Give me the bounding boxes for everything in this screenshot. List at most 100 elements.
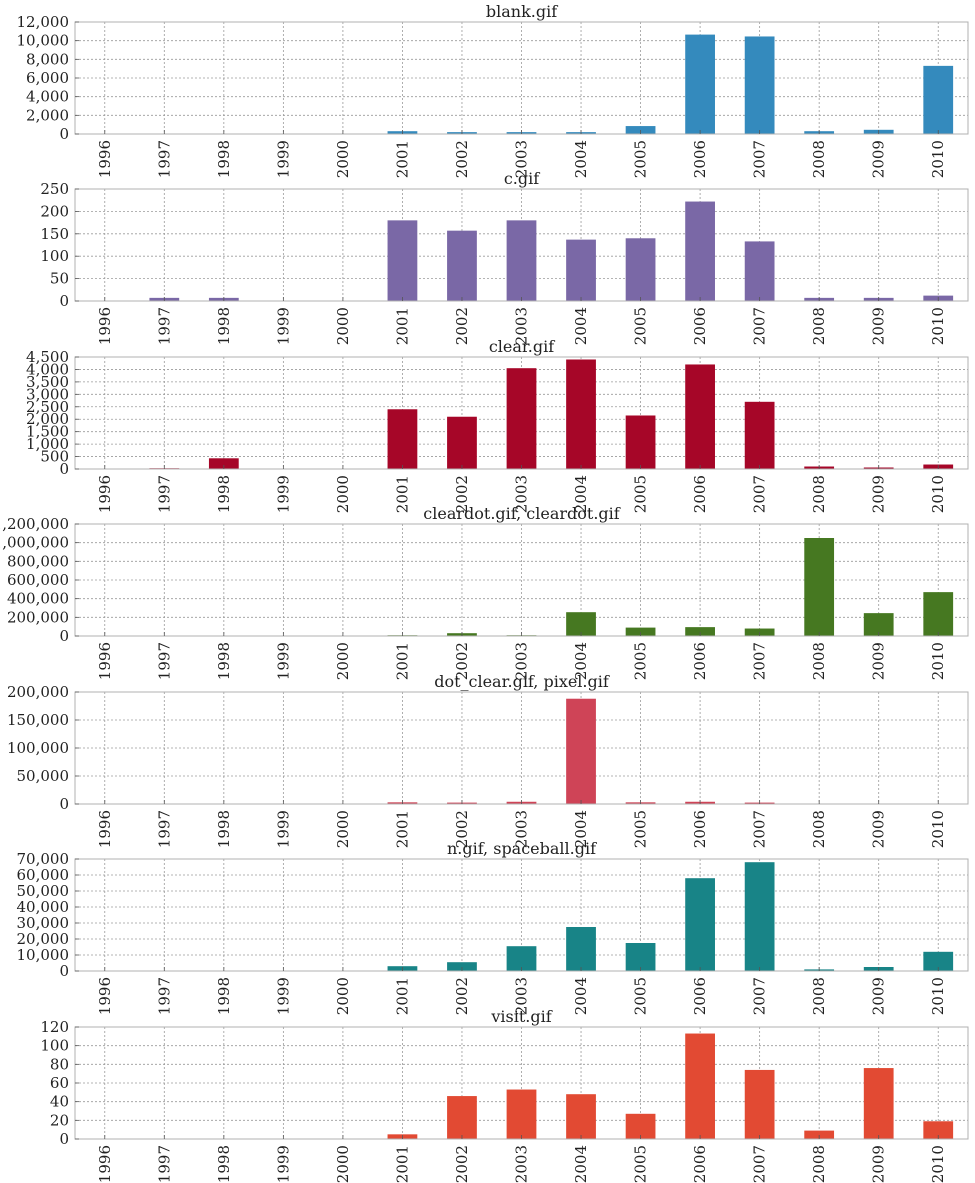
xtick-label: 2003 xyxy=(513,1145,531,1183)
xtick-label: 2010 xyxy=(929,475,947,513)
bar-2009 xyxy=(863,1068,894,1139)
bar-2002 xyxy=(447,416,477,469)
xtick-label: 2006 xyxy=(691,140,709,178)
xtick-label: 2002 xyxy=(453,977,471,1015)
xtick-label: 1996 xyxy=(96,1145,114,1183)
bar-2009 xyxy=(863,613,894,636)
chart-panel-3: 05001,0001,5002,0002,5003,0003,5004,0004… xyxy=(26,337,969,513)
xtick-label: 1997 xyxy=(155,642,173,680)
bar-2004 xyxy=(566,1094,596,1139)
chart-title: dot_clear.gif, pixel.gif xyxy=(434,672,610,691)
xtick-label: 1997 xyxy=(155,307,173,345)
xtick-label: 2000 xyxy=(334,977,352,1015)
xtick-label: 2004 xyxy=(572,140,590,178)
xtick-label: 2001 xyxy=(393,977,411,1015)
xtick-label: 2006 xyxy=(691,642,709,680)
chart-title: c.gif xyxy=(504,169,540,188)
xtick-label: 1996 xyxy=(96,642,114,680)
ytick-label: 20 xyxy=(50,1111,69,1129)
xtick-label: 1997 xyxy=(155,475,173,513)
ytick-label: 200,000 xyxy=(7,683,69,701)
bar-2003 xyxy=(506,368,537,469)
bar-2007 xyxy=(744,241,775,301)
ytick-label: 3,000 xyxy=(26,385,69,403)
ytick-label: 8,000 xyxy=(26,50,69,68)
xtick-label: 2001 xyxy=(393,810,411,848)
ytick-label: 100 xyxy=(40,247,69,265)
chart-panel-5: 0 50,000 100,000 150,000 200,000 1996 1997 1998… xyxy=(7,672,969,848)
xtick-label: 2009 xyxy=(870,307,888,345)
xtick-label: 2001 xyxy=(393,475,411,513)
xtick-label: 2008 xyxy=(810,642,828,680)
bar-2004 xyxy=(566,698,596,804)
xtick-label: 2002 xyxy=(453,810,471,848)
xtick-label: 1996 xyxy=(96,810,114,848)
xtick-label: 1998 xyxy=(215,977,233,1015)
bar-2005 xyxy=(625,943,656,971)
bar-2001 xyxy=(387,409,418,469)
xtick-label: 1996 xyxy=(96,307,114,345)
bar-2004 xyxy=(566,239,596,301)
bar-2006 xyxy=(685,878,715,971)
bar-2006 xyxy=(685,364,715,469)
ytick-label: 200 xyxy=(40,202,69,220)
bar-2007 xyxy=(744,36,775,134)
bar-2005 xyxy=(625,1113,656,1139)
xtick-label: 1999 xyxy=(274,977,292,1015)
xtick-label: 2010 xyxy=(929,140,947,178)
xtick-label: 2006 xyxy=(691,1145,709,1183)
xtick-label: 2009 xyxy=(870,140,888,178)
chart-title: blank.gif xyxy=(486,2,558,21)
xtick-label: 2008 xyxy=(810,810,828,848)
ytick-label: 12,000 xyxy=(17,13,70,31)
ytick-label: 100 xyxy=(40,1037,69,1055)
xtick-label: 2005 xyxy=(632,140,650,178)
bar-2002 xyxy=(447,1096,477,1139)
ytick-label: 400,000 xyxy=(7,590,69,608)
bar-2007 xyxy=(744,1069,775,1139)
xtick-label: 2003 xyxy=(513,642,531,680)
bar-2010 xyxy=(923,592,954,636)
chart-title: n.gif, spaceball.gif xyxy=(447,839,597,858)
xtick-label: 1997 xyxy=(155,810,173,848)
ytick-label: 10,000 xyxy=(17,946,70,964)
xtick-label: 1996 xyxy=(96,140,114,178)
bar-2006 xyxy=(685,1033,715,1139)
xtick-label: 2006 xyxy=(691,475,709,513)
xtick-label: 2001 xyxy=(393,642,411,680)
bar-1998 xyxy=(208,458,239,469)
xtick-label: 2000 xyxy=(334,642,352,680)
ytick-label: 50,000 xyxy=(17,882,70,900)
xtick-label: 2008 xyxy=(810,140,828,178)
ytick-label: 600,000 xyxy=(7,571,69,589)
ytick-label: 100,000 xyxy=(7,739,69,757)
xtick-label: 1998 xyxy=(215,642,233,680)
xtick-label: 2006 xyxy=(691,977,709,1015)
xtick-label: 1998 xyxy=(215,810,233,848)
bar-2007 xyxy=(744,862,775,971)
xtick-label: 1998 xyxy=(215,140,233,178)
bar-2006 xyxy=(685,627,715,636)
xtick-label: 2005 xyxy=(632,475,650,513)
xtick-label: 1998 xyxy=(215,475,233,513)
xtick-label: 2010 xyxy=(929,977,947,1015)
xtick-label: 2003 xyxy=(513,307,531,345)
ytick-label: 3,500 xyxy=(26,373,69,391)
xtick-label: 2003 xyxy=(513,810,531,848)
xtick-label: 2005 xyxy=(632,810,650,848)
ytick-label: 4,000 xyxy=(26,360,69,378)
ytick-label: 60,000 xyxy=(17,866,70,884)
ytick-label: 0 xyxy=(59,292,69,310)
ytick-label: 2,000 xyxy=(26,106,69,124)
xtick-label: 2002 xyxy=(453,307,471,345)
xtick-label: 1996 xyxy=(96,475,114,513)
xtick-label: 2008 xyxy=(810,307,828,345)
xtick-label: 2007 xyxy=(751,307,769,345)
ytick-label: 120 xyxy=(40,1018,69,1036)
ytick-label: 0 xyxy=(59,125,69,143)
bar-2004 xyxy=(566,359,596,469)
ytick-label: 80 xyxy=(50,1055,69,1073)
xtick-label: 1999 xyxy=(274,307,292,345)
